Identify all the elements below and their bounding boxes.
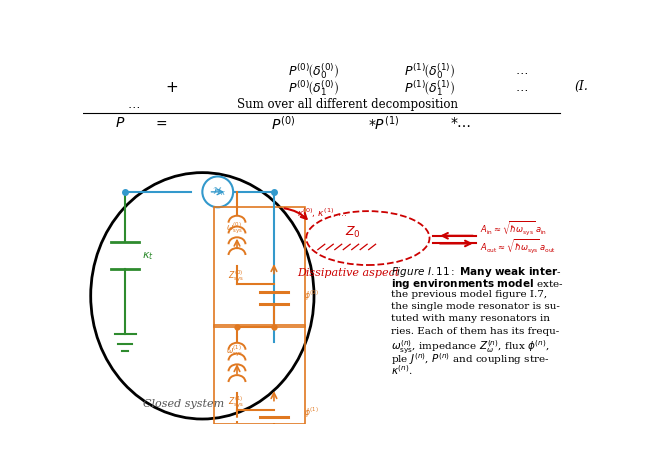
Text: the single mode resonator is su-: the single mode resonator is su- xyxy=(391,302,560,311)
Text: $\kappa^{(0)},\,\kappa^{(1)},\ldots$: $\kappa^{(0)},\,\kappa^{(1)},\ldots$ xyxy=(297,207,347,220)
Text: $\kappa^{(n)}$.: $\kappa^{(n)}$. xyxy=(391,364,413,377)
Text: $Z_{\rm sys}^{(0)}$: $Z_{\rm sys}^{(0)}$ xyxy=(228,269,243,284)
Text: $\mathit{Figure\ I.11:}$ $\mathbf{Many\ weak\ inter}$-: $\mathit{Figure\ I.11:}$ $\mathbf{Many\ … xyxy=(391,265,561,279)
Text: $\omega_{\rm sys}^{(n)}$, impedance $Z_\omega^{(n)}$, flux $\phi^{(n)}$,: $\omega_{\rm sys}^{(n)}$, impedance $Z_\… xyxy=(391,339,549,357)
Text: the previous model figure I.7,: the previous model figure I.7, xyxy=(391,290,547,298)
Text: $\omega_{\rm sys}^{(0)}$: $\omega_{\rm sys}^{(0)}$ xyxy=(227,220,243,236)
Text: $\ldots$: $\ldots$ xyxy=(126,99,139,111)
Text: $\mathcal{H}_\kappa$: $\mathcal{H}_\kappa$ xyxy=(212,186,227,198)
Text: $Z_0$: $Z_0$ xyxy=(344,225,361,240)
Text: $\mathbf{ing\ environments\ model}$ exte-: $\mathbf{ing\ environments\ model}$ exte… xyxy=(391,278,564,291)
Text: (I.: (I. xyxy=(574,80,588,93)
Text: $Z_{\rm sys}^{(1)}$: $Z_{\rm sys}^{(1)}$ xyxy=(228,394,243,410)
Text: $*P^{(1)}$: $*P^{(1)}$ xyxy=(368,114,399,132)
Bar xyxy=(214,207,305,327)
Text: tuted with many resonators in: tuted with many resonators in xyxy=(391,314,550,323)
Text: $+$: $+$ xyxy=(165,81,178,95)
Bar xyxy=(214,325,305,424)
Text: $P^{(1)}\!\left(\delta_0^{(1)}\right)$: $P^{(1)}\!\left(\delta_0^{(1)}\right)$ xyxy=(404,61,455,81)
Text: $=$: $=$ xyxy=(152,116,167,130)
Text: ple $J^{(n)}$, $P^{(n)}$ and coupling stre-: ple $J^{(n)}$, $P^{(n)}$ and coupling st… xyxy=(391,351,549,367)
Text: $P^{(1)}\!\left(\delta_1^{(1)}\right)$: $P^{(1)}\!\left(\delta_1^{(1)}\right)$ xyxy=(404,78,455,98)
Text: Closed system: Closed system xyxy=(143,398,224,408)
Text: $\ldots$: $\ldots$ xyxy=(516,64,529,78)
Text: $P^{(0)}\!\left(\delta_0^{(0)}\right)$: $P^{(0)}\!\left(\delta_0^{(0)}\right)$ xyxy=(288,61,340,81)
Text: ries. Each of them has its frequ-: ries. Each of them has its frequ- xyxy=(391,327,559,336)
Text: $\kappa_t$: $\kappa_t$ xyxy=(143,250,154,262)
Text: $P$: $P$ xyxy=(115,116,125,130)
Text: $\phi^{(1)}$: $\phi^{(1)}$ xyxy=(304,406,319,420)
Circle shape xyxy=(202,177,233,207)
Text: $P^{(0)}$: $P^{(0)}$ xyxy=(271,114,296,132)
Text: Sum over all different decomposition: Sum over all different decomposition xyxy=(237,99,458,111)
Text: $\omega_{\rm sys}^{(1)}$: $\omega_{\rm sys}^{(1)}$ xyxy=(227,344,243,359)
Text: $\ldots$: $\ldots$ xyxy=(516,81,529,94)
Text: $P^{(0)}\!\left(\delta_1^{(0)}\right)$: $P^{(0)}\!\left(\delta_1^{(0)}\right)$ xyxy=(288,78,340,98)
Text: $A_{\rm in}\approx\sqrt{\hbar\omega_{\rm sys}}\,a_{\rm in}$: $A_{\rm in}\approx\sqrt{\hbar\omega_{\rm… xyxy=(480,219,547,237)
Text: $\phi^{(0)}$: $\phi^{(0)}$ xyxy=(304,288,319,303)
Text: $A_{\rm out}\approx\sqrt{\hbar\omega_{\rm sys}}\,a_{\rm out}$: $A_{\rm out}\approx\sqrt{\hbar\omega_{\r… xyxy=(480,238,555,255)
Text: Dissipative aspect: Dissipative aspect xyxy=(298,268,400,278)
Text: $*\ldots$: $*\ldots$ xyxy=(450,116,471,130)
